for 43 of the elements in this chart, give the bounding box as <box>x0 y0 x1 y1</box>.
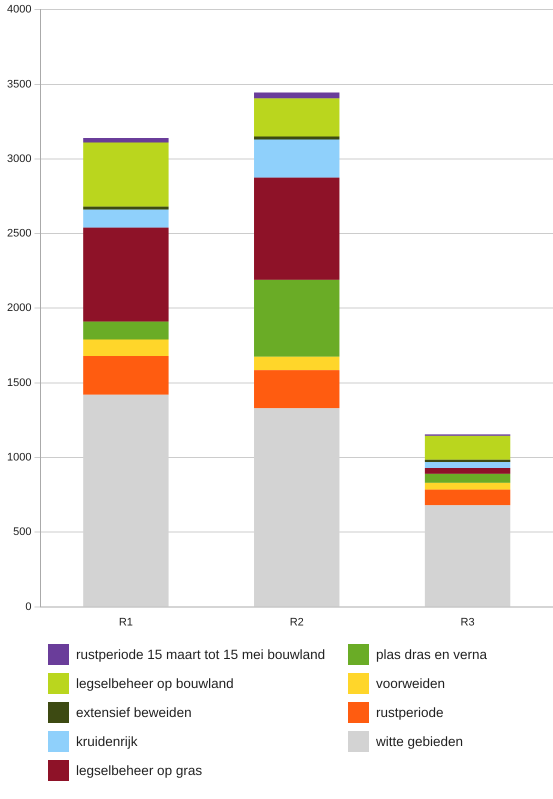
y-tick-label: 1000 <box>6 452 32 464</box>
x-tick-label: R3 <box>460 616 475 628</box>
bar <box>424 482 510 490</box>
legend-label: plas dras en verna <box>376 647 488 662</box>
legend-label: rustperiode 15 maart tot 15 mei bouwland <box>76 647 326 662</box>
bar <box>254 370 340 408</box>
bar <box>424 436 510 460</box>
bar <box>424 474 510 483</box>
legend-label: legselbeheer op bouwland <box>76 676 234 691</box>
legend-label: legselbeheer op gras <box>76 763 202 778</box>
bar <box>254 92 340 98</box>
bar <box>254 98 340 137</box>
y-tick-label: 4000 <box>6 4 32 16</box>
bar <box>424 468 510 474</box>
legend-label: rustperiode <box>376 705 444 720</box>
bar <box>83 356 169 395</box>
legend-label: kruidenrijk <box>76 734 138 749</box>
bar <box>83 340 169 356</box>
bar <box>424 490 510 506</box>
bar <box>424 462 510 468</box>
bar <box>83 228 169 322</box>
bar <box>83 138 169 142</box>
legend-label: extensief beweiden <box>76 705 192 720</box>
bar <box>83 142 169 207</box>
bar <box>83 210 169 228</box>
bar <box>254 178 340 280</box>
bar <box>254 356 340 370</box>
legend-label: voorweiden <box>376 676 446 691</box>
y-tick-label: 3000 <box>6 152 32 165</box>
y-tick-label: 500 <box>13 526 32 538</box>
y-tick-label: 0 <box>25 600 32 613</box>
x-tick-label: R1 <box>118 616 133 628</box>
bar <box>254 136 340 140</box>
legend-label: witte gebieden <box>376 734 464 749</box>
x-tick-label: R2 <box>290 616 304 628</box>
bar <box>83 322 169 340</box>
y-tick-label: 1500 <box>6 376 32 389</box>
y-tick-label: 3500 <box>6 78 32 90</box>
y-tick-label: 2500 <box>6 228 32 240</box>
y-tick-label: 2000 <box>6 302 32 314</box>
bar <box>254 280 340 357</box>
bar <box>83 206 169 210</box>
bar <box>254 139 340 178</box>
